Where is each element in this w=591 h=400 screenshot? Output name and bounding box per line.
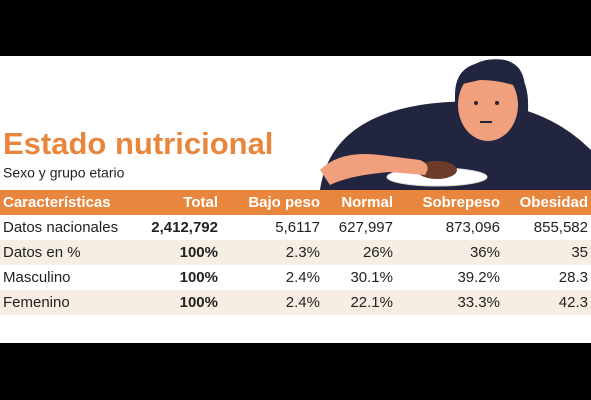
- cell: 627,997: [339, 219, 393, 236]
- cell: 2,412,792: [151, 219, 218, 236]
- cell: 36%: [470, 244, 500, 261]
- title: Estado nutricional: [3, 126, 273, 161]
- cell: 39.2%: [457, 269, 500, 286]
- cell: 2.3%: [286, 244, 320, 261]
- cell: 100%: [180, 294, 218, 311]
- cell: 2.4%: [286, 269, 320, 286]
- cell: 22.1%: [350, 294, 393, 311]
- header-row: [0, 190, 591, 215]
- cell: 28.3: [559, 269, 588, 286]
- cell: 35: [571, 244, 588, 261]
- cell: 33.3%: [457, 294, 500, 311]
- cell: Masculino: [3, 269, 71, 286]
- column-header: Características: [3, 194, 111, 211]
- cell: 100%: [180, 244, 218, 261]
- cell: 42.3: [559, 294, 588, 311]
- row-band: [0, 240, 591, 265]
- cell: 26%: [363, 244, 393, 261]
- cell: 30.1%: [350, 269, 393, 286]
- footer-text: ENCUESTA NACIONAL DE SALUD DE PANAMÁ (20…: [58, 321, 361, 336]
- footer-label: FUENTE:: [3, 322, 55, 336]
- cell: Femenino: [3, 294, 70, 311]
- subtitle: Sexo y grupo etario: [3, 165, 125, 181]
- cell: Datos nacionales: [3, 219, 118, 236]
- column-header: Sobrepeso: [422, 194, 500, 211]
- column-header: Normal: [341, 194, 393, 211]
- row-band: [0, 290, 591, 315]
- footer: FUENTE: ENCUESTA NACIONAL DE SALUD DE PAN…: [3, 321, 361, 336]
- column-header: Bajo peso: [248, 194, 320, 211]
- cell: 873,096: [446, 219, 500, 236]
- cell: 5,6117: [275, 219, 320, 236]
- cell: Datos en %: [3, 244, 81, 261]
- illustration: [320, 59, 591, 190]
- cell: 100%: [180, 269, 218, 286]
- column-header: Obesidad: [520, 194, 588, 211]
- table: Características Total Bajo peso Normal Sobre…: [0, 194, 591, 315]
- cell: 2.4%: [286, 294, 320, 311]
- column-header: Total: [183, 194, 218, 211]
- cell: 855,582: [534, 219, 588, 236]
